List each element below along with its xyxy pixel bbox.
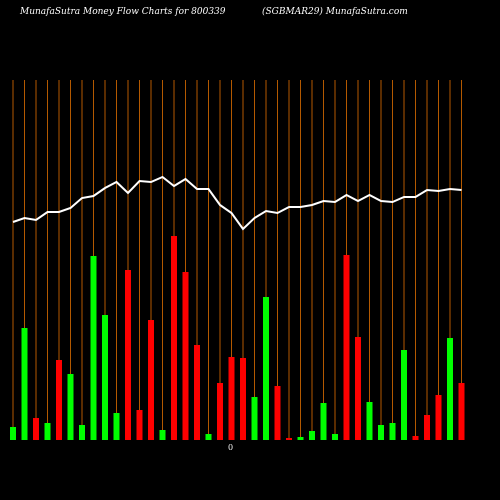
bar	[401, 350, 407, 440]
bar	[458, 383, 465, 440]
bar	[343, 255, 350, 440]
bar	[435, 395, 442, 440]
bar	[412, 436, 419, 440]
bar	[33, 418, 39, 440]
bar	[217, 383, 223, 440]
bar	[378, 425, 384, 440]
bar	[320, 403, 327, 440]
bar	[274, 386, 281, 440]
bar	[21, 328, 28, 440]
bar	[171, 236, 177, 440]
bar	[332, 434, 338, 440]
bar	[366, 402, 373, 440]
bar	[424, 415, 430, 440]
bar	[136, 410, 143, 440]
chart-subtitle: (SGBMAR29) MunafaSutra.com	[262, 6, 408, 17]
bar	[56, 360, 62, 440]
bar	[125, 270, 131, 440]
bar	[240, 358, 246, 440]
bar	[79, 425, 85, 440]
bar	[205, 434, 212, 440]
bar	[194, 345, 200, 440]
zero-label: 0	[228, 443, 233, 452]
bar	[286, 438, 292, 440]
bar	[297, 437, 304, 440]
bar	[102, 315, 108, 440]
bar	[263, 297, 269, 440]
price-line	[12, 175, 462, 231]
bar	[90, 256, 97, 440]
bar	[182, 272, 189, 440]
bar	[228, 357, 235, 440]
bar	[251, 397, 258, 440]
bar	[10, 427, 16, 440]
bar	[355, 337, 361, 440]
bar	[159, 430, 166, 440]
bar	[67, 374, 74, 440]
bar	[44, 423, 51, 440]
bar	[389, 423, 396, 440]
bar	[148, 320, 154, 440]
bar	[309, 431, 315, 440]
bar	[447, 338, 453, 440]
chart-title: MunafaSutra Money Flow Charts for 800339	[19, 7, 226, 17]
bar	[113, 413, 120, 440]
